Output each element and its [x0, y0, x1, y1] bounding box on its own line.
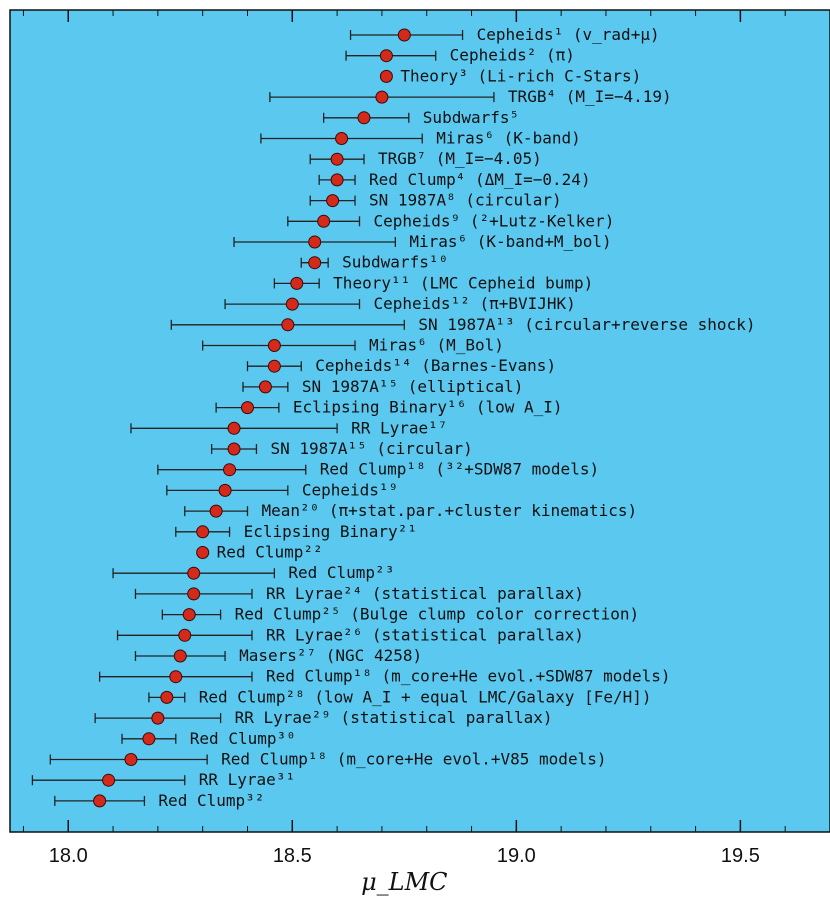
point-label: Red Clump³²	[158, 791, 264, 810]
data-point	[151, 711, 165, 725]
point-label: Eclipsing Binary²¹	[244, 522, 417, 541]
point-label: Cepheids¹² (π+BVIJHK)	[374, 294, 576, 313]
data-point	[335, 132, 349, 145]
point-label: Miras⁶ (K-band)	[436, 129, 581, 148]
plot-area	[9, 9, 830, 833]
data-point	[240, 401, 254, 415]
point-label: SN 1987A⁸ (circular)	[369, 191, 562, 210]
data-point	[267, 359, 281, 373]
point-label: Red Clump²⁸ (low A_I + equal LMC/Galaxy …	[199, 687, 652, 706]
point-label: Red Clump²⁵ (Bulge clump color correctio…	[235, 605, 640, 624]
point-label: RR Lyrae²⁴ (statistical parallax)	[266, 584, 584, 603]
data-point	[317, 214, 331, 228]
point-label: Mean²⁰ (π+stat.par.+cluster kinematics)	[261, 501, 637, 520]
point-label: RR Lyrae³¹	[199, 770, 295, 789]
data-point	[379, 69, 393, 83]
point-label: Miras⁶ (M_Bol)	[369, 336, 504, 355]
x-tick-label: 19.5	[721, 845, 760, 867]
data-point	[160, 690, 174, 704]
data-point	[227, 421, 241, 435]
point-label: Red Clump²³	[288, 563, 394, 582]
data-point	[102, 773, 116, 787]
point-label: TRGB⁷ (M_I=−4.05)	[378, 149, 542, 168]
point-label: Red Clump⁴ (ΔM_I=−0.24)	[369, 170, 591, 189]
data-point	[173, 649, 187, 663]
point-label: Red Clump¹⁸ (³²+SDW87 models)	[320, 460, 599, 479]
data-point	[187, 587, 201, 601]
point-label: Cepheids¹⁹	[302, 480, 398, 499]
x-axis: 18.0 18.5 19.0 19.5	[22, 10, 786, 867]
point-label: Miras⁶ (K-band+M_bol)	[409, 232, 611, 251]
point-label: SN 1987A¹⁵ (elliptical)	[302, 377, 524, 396]
x-tick-label: 19.0	[497, 845, 536, 867]
data-point	[218, 483, 232, 497]
data-point	[209, 504, 223, 518]
data-point	[357, 111, 371, 125]
data-point	[258, 380, 272, 394]
point-label: SN 1987A¹³ (circular+reverse shock)	[418, 315, 755, 334]
data-point	[379, 49, 393, 63]
point-label: Red Clump²²	[217, 543, 323, 562]
data-point	[169, 670, 183, 684]
point-label: Subdwarfs⁵	[423, 108, 519, 127]
point-label: Red Clump³⁰	[190, 729, 296, 748]
point-label: TRGB⁴ (M_I=−4.19)	[508, 87, 672, 106]
x-axis-label: μ_LMC	[361, 868, 447, 896]
data-point	[223, 463, 237, 477]
data-point	[196, 525, 210, 539]
x-tick-label: 18.5	[273, 845, 312, 867]
point-label: Theory¹¹ (LMC Cepheid bump)	[333, 273, 593, 292]
point-label: Theory³ (Li-rich C-Stars)	[400, 66, 641, 85]
data-point	[124, 753, 138, 766]
point-label: Cepheids¹ (v_rad+μ)	[477, 25, 660, 44]
data-point	[375, 90, 389, 104]
label-layer: Cepheids¹ (v_rad+μ) Cepheids² (π)Theory³ …	[158, 25, 755, 810]
data-point	[308, 235, 322, 249]
point-label: Red Clump¹⁸ (m_core+He evol.+SDW87 model…	[266, 667, 671, 686]
data-point	[281, 318, 295, 332]
data-point	[227, 442, 241, 456]
data-point	[397, 28, 411, 42]
point-label: Cepheids⁹ (²+Lutz-Kelker)	[374, 211, 615, 230]
data-point	[182, 608, 196, 622]
marker-layer	[93, 28, 411, 808]
data-point	[330, 173, 344, 187]
point-label: Cepheids¹⁴ (Barnes-Evans)	[315, 356, 556, 375]
point-label: Cepheids² (π)	[450, 46, 575, 65]
data-point	[178, 628, 192, 642]
point-label: RR Lyrae¹⁷	[351, 418, 447, 437]
point-label: SN 1987A¹⁵ (circular)	[270, 439, 472, 458]
x-tick-label: 18.0	[49, 845, 88, 867]
data-point	[290, 276, 304, 290]
data-point	[267, 339, 281, 352]
data-point	[93, 794, 107, 808]
point-label: Masers²⁷ (NGC 4258)	[239, 646, 422, 665]
point-label: Eclipsing Binary¹⁶ (low A_I)	[293, 398, 563, 417]
data-point	[187, 566, 201, 580]
data-point	[285, 297, 299, 311]
data-point	[326, 194, 340, 208]
data-point	[196, 546, 210, 559]
data-point	[308, 256, 322, 270]
data-point	[330, 152, 344, 166]
point-label: Red Clump¹⁸ (m_core+He evol.+V85 models)	[221, 750, 606, 769]
point-label: RR Lyrae²⁹ (statistical parallax)	[235, 708, 553, 727]
data-point	[142, 732, 156, 746]
point-label: Subdwarfs¹⁰	[342, 253, 448, 272]
point-label: RR Lyrae²⁶ (statistical parallax)	[266, 625, 584, 644]
